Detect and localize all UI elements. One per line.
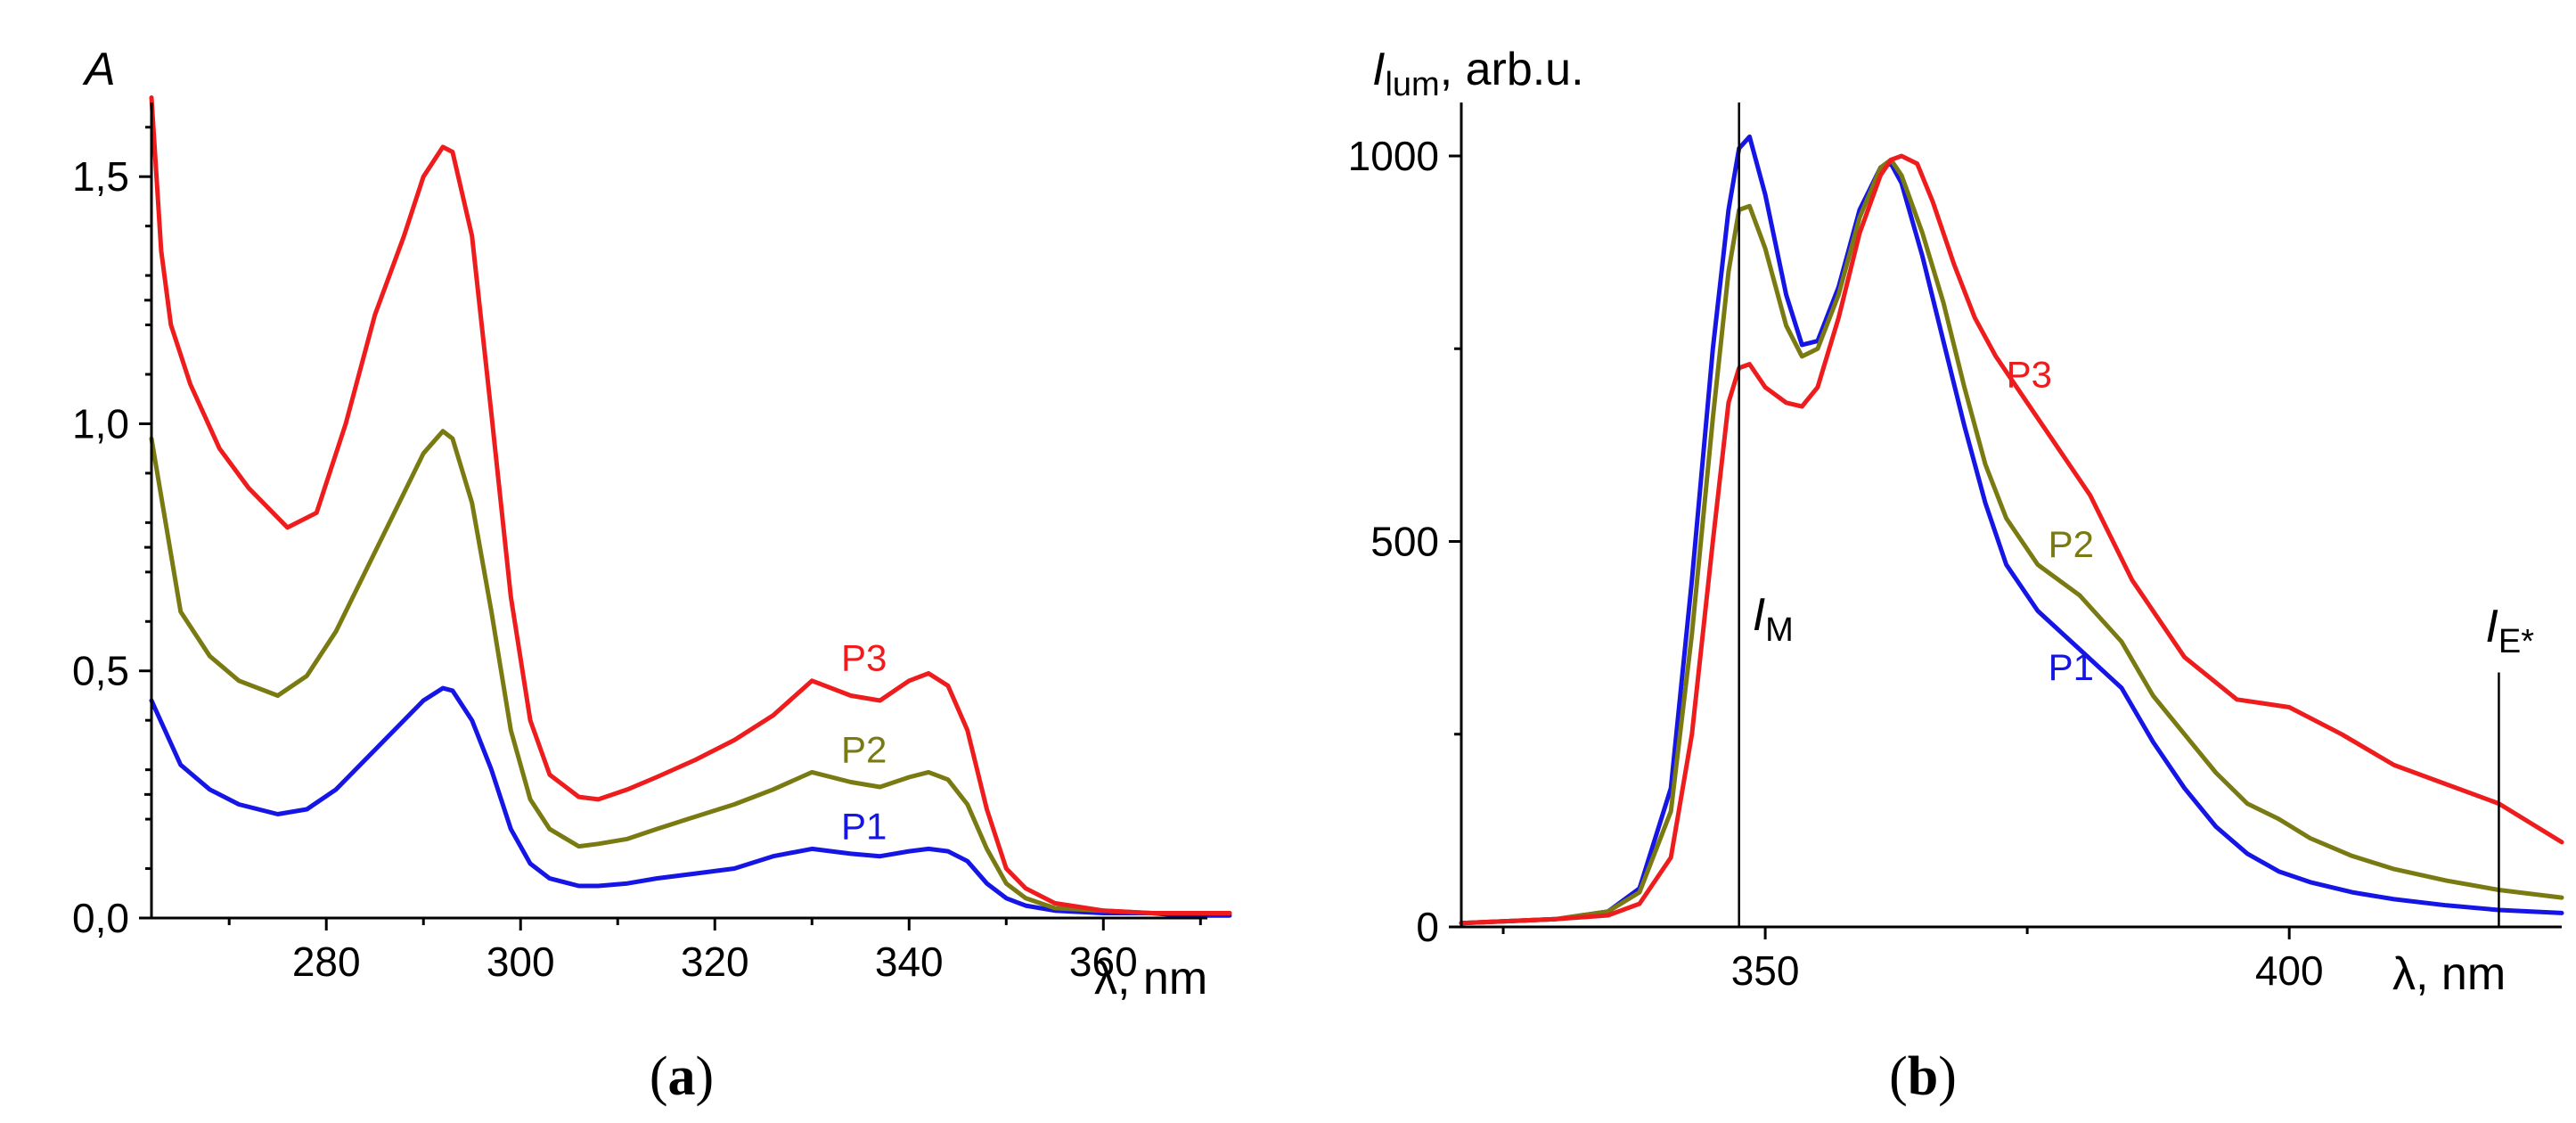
series-line-p2 (149, 429, 1232, 915)
y-tick-label: 1,5 (72, 153, 129, 200)
marker-label-symbol: I (2485, 601, 2498, 652)
panel-a-x-axis-label: λ, nm (1094, 953, 1207, 1004)
panel-a-caption: (a) (650, 1046, 714, 1107)
series-label-p2: P2 (841, 728, 887, 770)
panel-a-ticks: 280 300 320 340 360 0,0 0,5 1,0 1,5 (72, 126, 1202, 985)
y-tick-label: 1,0 (72, 400, 129, 447)
y-tick-label: 0 (1416, 904, 1439, 950)
y-tick-label: 0,0 (72, 895, 129, 941)
marker-label-estar: IE* (2485, 601, 2534, 660)
x-tick-label: 300 (487, 939, 555, 985)
panel-a-series-group: P3 P2 P1 (149, 95, 1232, 918)
panel-b-y-axis-label: Ilum, arb.u. (1372, 44, 1584, 103)
x-tick-label: 320 (681, 939, 749, 985)
x-tick-label: 400 (2255, 947, 2324, 994)
series-label-p1: P1 (841, 805, 887, 847)
series-line-p3 (149, 95, 1232, 915)
panel-b-axes (1460, 102, 2562, 929)
panel-b-marker-lines: IM IE* (1738, 102, 2534, 927)
panel-a-y-axis-label: A (82, 44, 116, 95)
y-tick-label: 1000 (1348, 133, 1439, 179)
panel-b-ticks: 350 400 0 500 1000 (1348, 133, 2324, 994)
panel-b-y-label-subscript: lum (1385, 66, 1439, 103)
panel-b-caption: (b) (1889, 1046, 1957, 1107)
y-tick-label: 0,5 (72, 648, 129, 694)
series-label-p3: P3 (2007, 354, 2052, 396)
panel-a-chart: P3 P2 P1 280 300 320 340 360 0,0 0,5 1,0 1,5 A λ, … (72, 44, 1232, 1107)
panel-b-y-label-units: , arb.u. (1440, 44, 1584, 95)
series-line-p1 (1459, 134, 2564, 926)
series-label-p2: P2 (2049, 523, 2094, 565)
panel-b-series-group: P3 P2 P1 (1459, 134, 2564, 926)
panel-a-caption-letter: a (668, 1046, 696, 1107)
panel-b-y-label-symbol: I (1372, 44, 1385, 95)
series-line-p1 (149, 685, 1232, 918)
panel-b-x-axis-label: λ, nm (2392, 948, 2506, 1000)
marker-label-subscript: E* (2498, 623, 2534, 660)
x-tick-label: 350 (1731, 947, 1800, 994)
series-label-p3: P3 (841, 637, 887, 679)
panel-a-axes (150, 102, 1207, 920)
marker-label-m: IM (1753, 589, 1794, 649)
marker-label-subscript: M (1765, 611, 1794, 649)
panel-b-caption-letter: b (1908, 1046, 1938, 1107)
x-tick-label: 280 (292, 939, 361, 985)
x-tick-label: 360 (1069, 939, 1138, 985)
series-line-p2 (1459, 157, 2564, 926)
marker-label-symbol: I (1753, 589, 1765, 641)
x-tick-label: 340 (875, 939, 944, 985)
series-label-p1: P1 (2049, 646, 2094, 688)
y-tick-label: 500 (1370, 519, 1439, 565)
series-line-p3 (1459, 153, 2564, 926)
